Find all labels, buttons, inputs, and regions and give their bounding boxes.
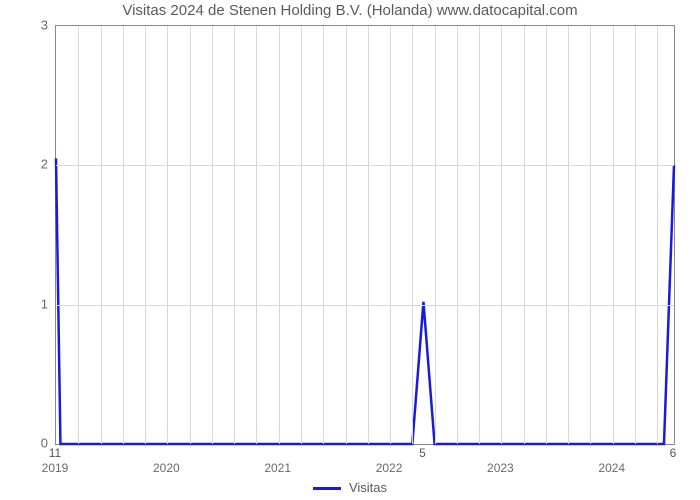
gridline-h <box>56 305 674 306</box>
gridline-v-minor <box>368 26 369 444</box>
gridline-v-minor <box>234 26 235 444</box>
gridline-v <box>167 26 168 444</box>
gridline-v-minor <box>479 26 480 444</box>
callout-label: 6 <box>670 446 677 460</box>
gridline-v <box>390 26 391 444</box>
line-series <box>56 26 674 444</box>
legend: Visitas <box>0 480 700 495</box>
gridline-v-minor <box>323 26 324 444</box>
gridline-v-minor <box>635 26 636 444</box>
xtick-label: 2023 <box>487 461 514 475</box>
ytick-label: 0 <box>28 436 48 451</box>
gridline-v-minor <box>256 26 257 444</box>
ytick-label: 3 <box>28 18 48 33</box>
gridline-v-minor <box>590 26 591 444</box>
gridline-v <box>613 26 614 444</box>
gridline-v-minor <box>435 26 436 444</box>
ytick-label: 1 <box>28 296 48 311</box>
callout-label: 11 <box>49 446 61 460</box>
gridline-v-minor <box>145 26 146 444</box>
xtick-label: 2020 <box>153 461 180 475</box>
plot-area <box>55 25 675 445</box>
xtick-label: 2019 <box>42 461 69 475</box>
gridline-v-minor <box>190 26 191 444</box>
gridline-v-minor <box>546 26 547 444</box>
legend-label: Visitas <box>349 480 387 495</box>
series-path <box>56 158 674 444</box>
gridline-v-minor <box>212 26 213 444</box>
visits-chart: Visitas 2024 de Stenen Holding B.V. (Hol… <box>0 0 700 500</box>
xtick-label: 2021 <box>264 461 291 475</box>
gridline-v-minor <box>457 26 458 444</box>
gridline-v-minor <box>123 26 124 444</box>
gridline-v <box>279 26 280 444</box>
callout-label: 5 <box>419 446 426 460</box>
gridline-v-minor <box>524 26 525 444</box>
gridline-v-minor <box>412 26 413 444</box>
chart-title: Visitas 2024 de Stenen Holding B.V. (Hol… <box>0 2 700 19</box>
gridline-v <box>501 26 502 444</box>
gridline-v-minor <box>657 26 658 444</box>
gridline-v-minor <box>301 26 302 444</box>
xtick-label: 2024 <box>598 461 625 475</box>
gridline-v-minor <box>101 26 102 444</box>
gridline-v-minor <box>78 26 79 444</box>
gridline-h <box>56 165 674 166</box>
legend-swatch <box>313 487 341 490</box>
gridline-v-minor <box>346 26 347 444</box>
xtick-label: 2022 <box>376 461 403 475</box>
ytick-label: 2 <box>28 157 48 172</box>
gridline-v-minor <box>568 26 569 444</box>
